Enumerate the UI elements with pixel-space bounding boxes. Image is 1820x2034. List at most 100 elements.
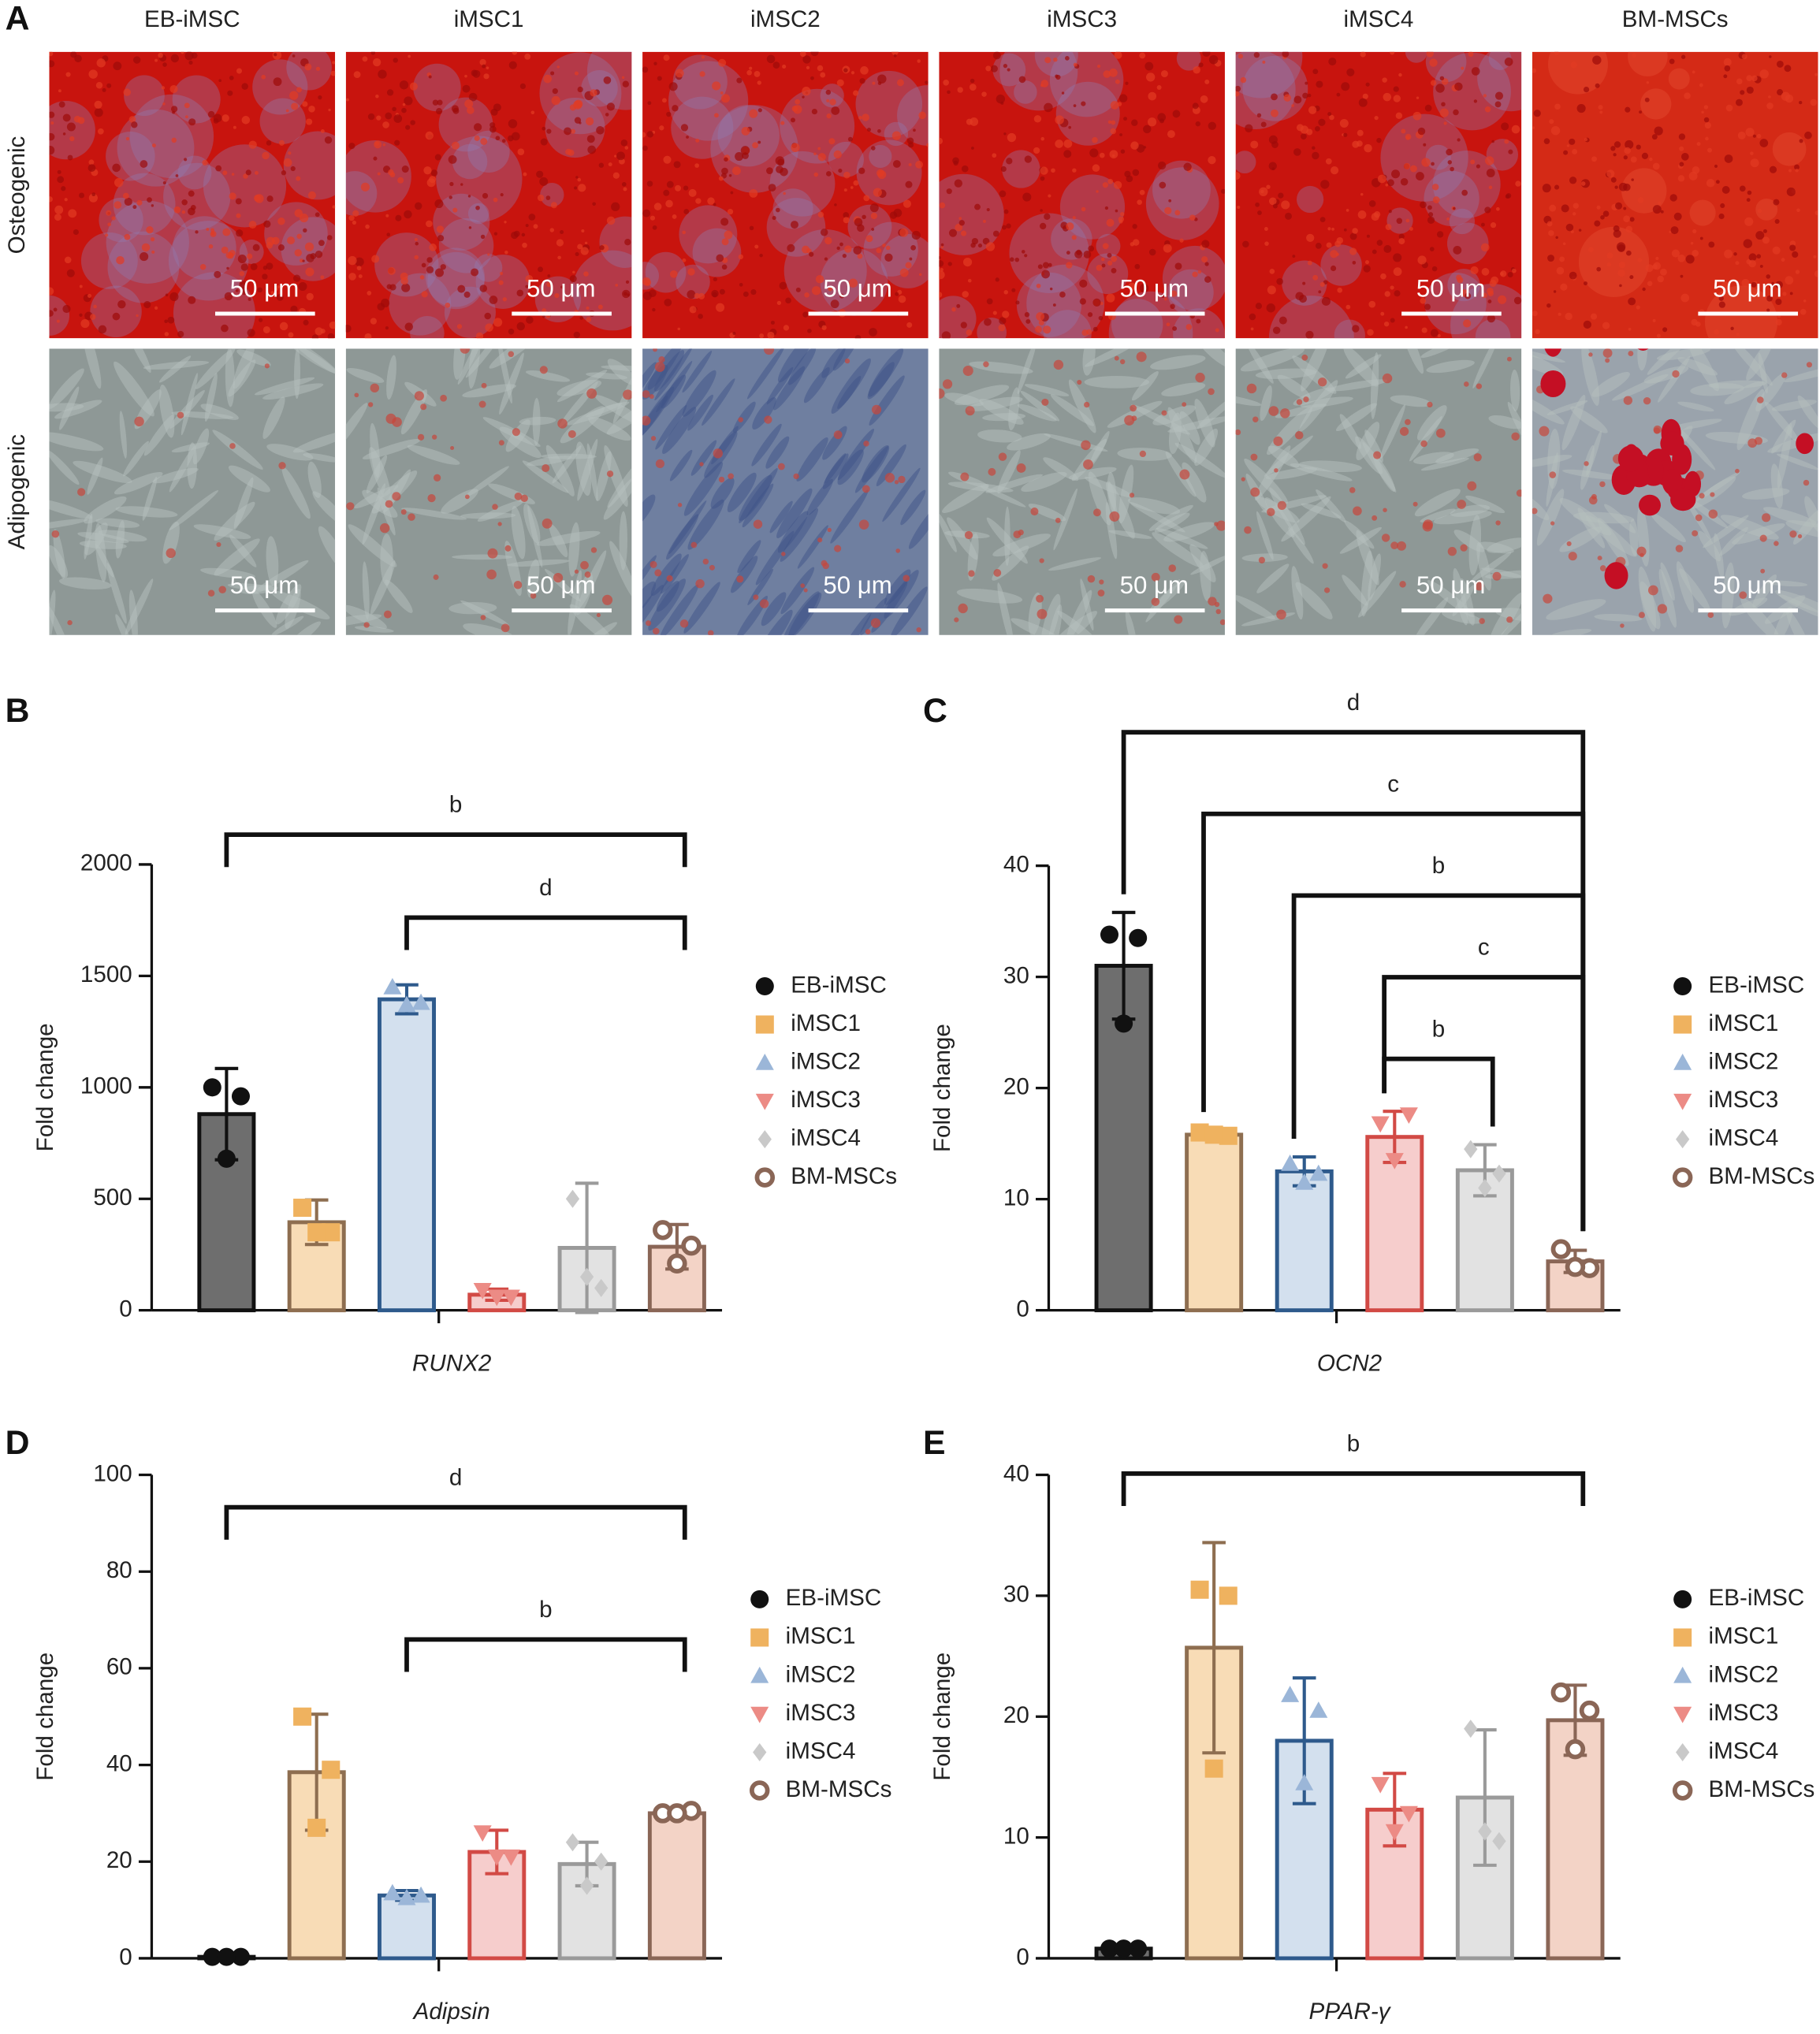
stain-dot: [578, 184, 586, 192]
stain-dot: [1762, 236, 1770, 244]
y-tick-label: 60: [106, 1654, 132, 1680]
cell: [609, 541, 632, 602]
lipid-dot: [1653, 425, 1662, 434]
cell: [292, 429, 336, 453]
stain-dot: [181, 199, 188, 206]
stain-dot: [210, 232, 215, 236]
lipid-dot: [1383, 508, 1387, 512]
cell: [1024, 384, 1070, 396]
cell: [1068, 379, 1096, 433]
cell: [1368, 553, 1382, 601]
stain-dot: [1565, 312, 1572, 321]
stain-dot: [1139, 189, 1145, 195]
stain-dot: [858, 167, 865, 174]
data-point: [1385, 1153, 1404, 1169]
stain-dot: [1775, 281, 1783, 289]
stain-dot: [273, 77, 282, 87]
cell: [890, 586, 928, 635]
stain-dot: [1405, 218, 1410, 223]
stain-dot: [170, 54, 180, 63]
stain-dot: [98, 325, 107, 334]
lipid-dot: [1097, 589, 1105, 597]
cell: [1401, 348, 1424, 374]
cell: [287, 621, 321, 635]
stain-dot: [1623, 215, 1630, 223]
scale-bar-label: 50 μm: [527, 571, 595, 599]
stain-dot: [1468, 51, 1474, 58]
stain-dot: [274, 53, 277, 57]
stain-dot: [140, 252, 149, 262]
significance-label: c: [1478, 935, 1490, 961]
stain-dot: [1063, 139, 1073, 148]
stain-dot: [806, 65, 810, 70]
stain-dot: [552, 87, 558, 95]
cell: [95, 518, 140, 528]
cell: [212, 429, 263, 470]
data-point: [565, 1833, 580, 1852]
cell: [1612, 374, 1669, 401]
y-tick-label: 20: [106, 1847, 132, 1873]
stain-dot: [1393, 95, 1401, 102]
lipid-dot: [1516, 489, 1522, 497]
cell: [1017, 348, 1037, 395]
stain-dot: [1431, 162, 1435, 166]
stain-dot: [790, 221, 798, 229]
data-point: [293, 1199, 312, 1218]
stain-dot: [521, 232, 526, 237]
data-point: [1281, 1155, 1300, 1171]
stain-dot: [164, 332, 169, 337]
cell: [967, 533, 979, 581]
stain-dot: [468, 92, 478, 102]
stain-dot: [770, 320, 775, 325]
stain-dot: [116, 255, 125, 265]
lipid-dot: [817, 537, 823, 543]
stain-dot: [385, 112, 393, 120]
lipid-dot: [1695, 514, 1703, 522]
error-bar: [1202, 1541, 1226, 1755]
stain-dot: [214, 270, 221, 278]
lipid-dot: [1476, 383, 1483, 389]
stain-dot: [1113, 180, 1122, 190]
lipid-dot: [642, 415, 651, 426]
stain-dot: [188, 296, 196, 304]
stain-dot: [1487, 314, 1496, 323]
stain-dot: [222, 170, 228, 176]
stain-dot: [941, 331, 951, 339]
stain-dot: [1554, 51, 1559, 56]
stain-dot: [1189, 214, 1196, 221]
stain-dot: [694, 292, 700, 299]
stain-blotch: [1235, 151, 1256, 174]
stain-dot: [1092, 136, 1098, 143]
stain-dot: [213, 118, 219, 124]
stain-dot: [646, 180, 653, 187]
data-point: [487, 1849, 506, 1866]
cell: [997, 449, 1021, 494]
stain-dot: [1388, 210, 1392, 214]
stain-dot: [870, 212, 877, 220]
stain-dot: [1416, 172, 1424, 181]
stain-dot: [862, 214, 866, 220]
column-label: iMSC3: [1047, 6, 1117, 32]
stain-blotch: [999, 51, 1078, 111]
stain-blotch: [90, 285, 142, 337]
cell: [806, 478, 833, 515]
stain-dot: [1580, 181, 1586, 186]
stain-dot: [1345, 209, 1349, 212]
stain-dot: [1480, 243, 1490, 252]
stain-dot: [802, 95, 805, 99]
stain-dot: [666, 111, 672, 117]
cell: [1785, 520, 1818, 539]
stain-blotch: [1235, 51, 1296, 129]
cell: [1380, 404, 1406, 459]
stain-dot: [133, 56, 141, 64]
cell: [735, 596, 768, 635]
cell: [1472, 348, 1499, 389]
stain-dot: [1114, 51, 1122, 59]
stain-dot: [1336, 92, 1341, 97]
stain-dot: [1096, 264, 1103, 271]
stain-dot: [181, 210, 186, 214]
stain-dot: [1395, 112, 1403, 120]
stain-dot: [586, 317, 592, 322]
stain-dot: [1312, 69, 1319, 75]
lipid-dot: [1250, 487, 1260, 497]
